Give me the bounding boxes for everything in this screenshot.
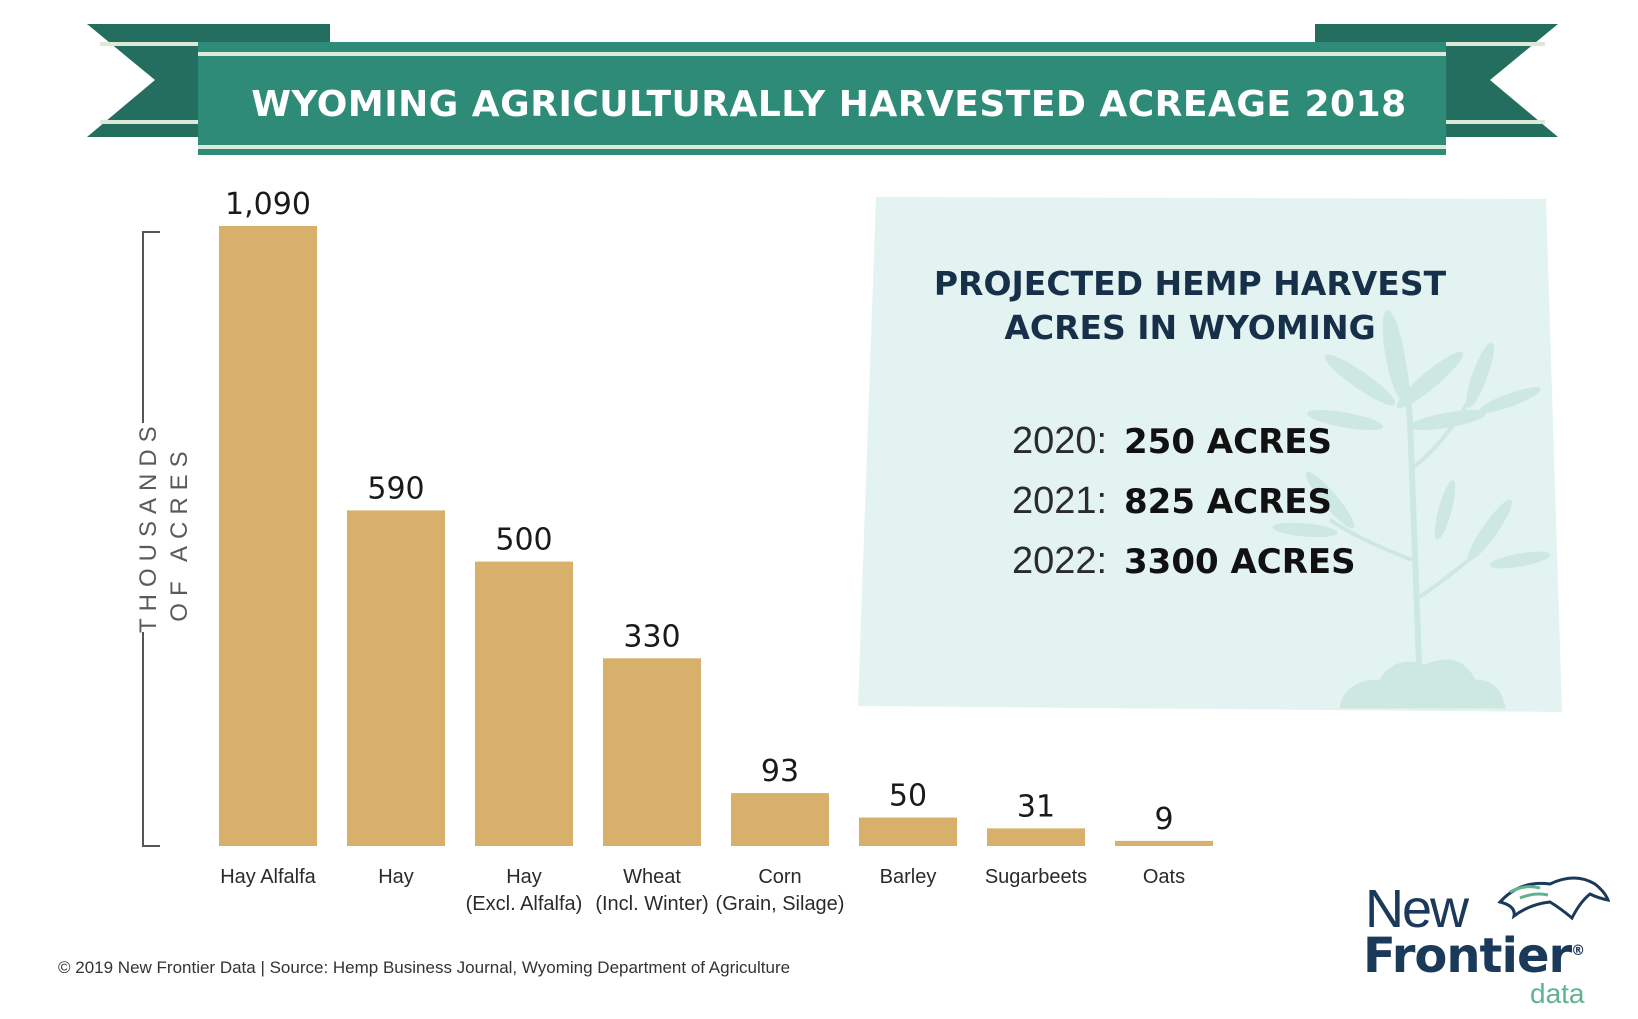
projection-row-2022: 2022: 3300 ACRES	[1012, 540, 1356, 583]
bar-sugarbeets	[987, 828, 1085, 846]
source-footer: © 2019 New Frontier Data | Source: Hemp …	[58, 958, 791, 977]
horse-logo-icon	[1497, 876, 1610, 921]
y-axis-label: THOUSANDS OF ACRES	[135, 419, 193, 633]
registered-mark: ®	[1571, 943, 1585, 959]
banner-main-stripe-bottom	[198, 145, 1446, 149]
category-label: (Grain, Silage)	[716, 893, 845, 915]
bar-value-label: 500	[495, 523, 552, 558]
projection-value: 3300 ACRES	[1124, 542, 1356, 582]
bar-value-label: 330	[623, 619, 680, 654]
logo-new-text: New	[1365, 879, 1469, 939]
new-frontier-logo: New Frontier® data	[1355, 862, 1615, 1012]
projection-value: 825 ACRES	[1124, 482, 1332, 522]
bar-value-label: 9	[1154, 802, 1173, 837]
bar-barley	[859, 817, 957, 846]
logo-frontier-word: Frontier	[1363, 928, 1572, 984]
category-label: Hay	[378, 866, 414, 888]
category-label: Hay Alfalfa	[220, 866, 316, 888]
projection-row-2020: 2020: 250 ACRES	[1012, 420, 1332, 463]
category-label: (Excl. Alfalfa)	[466, 893, 583, 915]
category-label: Oats	[1143, 866, 1185, 888]
logo-frontier-text: Frontier®	[1363, 928, 1585, 984]
category-label: Corn	[758, 866, 801, 888]
category-label: Hay	[506, 866, 542, 888]
bar-hay	[347, 510, 445, 846]
bar-hay-alfalfa	[219, 226, 317, 846]
projection-year: 2020:	[1012, 420, 1108, 462]
bar-wheat	[603, 658, 701, 846]
projection-year: 2021:	[1012, 480, 1108, 522]
bar-value-label: 1,090	[225, 187, 311, 222]
bar-oats	[1115, 840, 1213, 846]
projection-row-2021: 2021: 825 ACRES	[1012, 480, 1332, 523]
bar-value-label: 31	[1017, 789, 1055, 824]
category-label: Barley	[880, 866, 937, 888]
bar-corn	[731, 793, 829, 846]
chart-title: WYOMING AGRICULTURALLY HARVESTED ACREAGE…	[251, 83, 1407, 125]
bar-value-label: 93	[761, 754, 799, 789]
projection-year: 2022:	[1012, 540, 1108, 582]
bar-hay	[475, 561, 573, 846]
y-axis-bracket	[142, 231, 160, 847]
projection-value: 250 ACRES	[1124, 422, 1332, 462]
category-label: (Incl. Winter)	[595, 893, 708, 915]
category-label: Wheat	[623, 866, 681, 888]
projection-title: PROJECTED HEMP HARVEST ACRES IN WYOMING	[933, 264, 1447, 347]
bar-value-label: 50	[889, 779, 927, 814]
logo-data-text: data	[1530, 978, 1585, 1009]
bar-value-label: 590	[367, 471, 424, 506]
banner-main	[198, 42, 1446, 155]
category-label: Sugarbeets	[985, 866, 1087, 888]
banner-main-stripe-top	[198, 52, 1446, 56]
title-banner	[87, 24, 1558, 155]
